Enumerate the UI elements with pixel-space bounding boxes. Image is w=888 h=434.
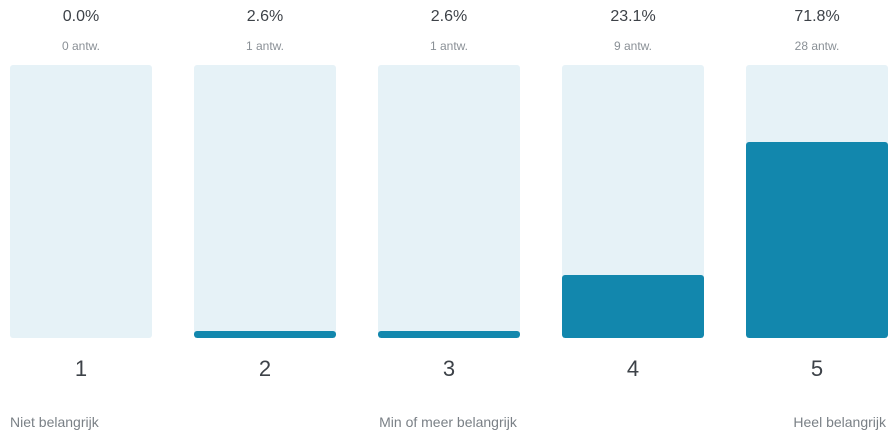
bar-track xyxy=(746,65,888,338)
percent-label: 23.1% xyxy=(610,8,656,25)
bar-column-5: 71.8% 28 antw. 5 xyxy=(746,0,888,434)
percent-label: 71.8% xyxy=(794,8,840,25)
bar xyxy=(746,142,888,338)
bar xyxy=(194,331,336,338)
count-label: 1 antw. xyxy=(245,39,285,53)
bar-column-4: 23.1% 9 antw. 4 xyxy=(562,0,704,434)
bar-track xyxy=(562,65,704,338)
bar xyxy=(562,275,704,338)
category-label: 4 xyxy=(626,356,640,381)
category-label: 3 xyxy=(442,356,456,381)
category-label: 1 xyxy=(74,356,88,381)
bar xyxy=(378,331,520,338)
bar-column-2: 2.6% 1 antw. 2 xyxy=(194,0,336,434)
count-label: 0 antw. xyxy=(61,39,101,53)
bar-track xyxy=(378,65,520,338)
count-label: 9 antw. xyxy=(613,39,653,53)
percent-label: 2.6% xyxy=(246,8,284,25)
bar-track xyxy=(10,65,152,338)
scale-label-high: Heel belangrijk xyxy=(793,414,886,430)
count-label: 28 antw. xyxy=(794,39,840,53)
scale-label-low: Niet belangrijk xyxy=(10,414,99,430)
scale-label-mid: Min of meer belangrijk xyxy=(379,414,517,430)
bar-column-3: 2.6% 1 antw. 3 xyxy=(378,0,520,434)
category-label: 2 xyxy=(258,356,272,381)
count-label: 1 antw. xyxy=(429,39,469,53)
percent-label: 2.6% xyxy=(430,8,468,25)
category-label: 5 xyxy=(810,356,824,381)
percent-label: 0.0% xyxy=(62,8,100,25)
bar-track xyxy=(194,65,336,338)
bar-column-1: 0.0% 0 antw. 1 xyxy=(10,0,152,434)
